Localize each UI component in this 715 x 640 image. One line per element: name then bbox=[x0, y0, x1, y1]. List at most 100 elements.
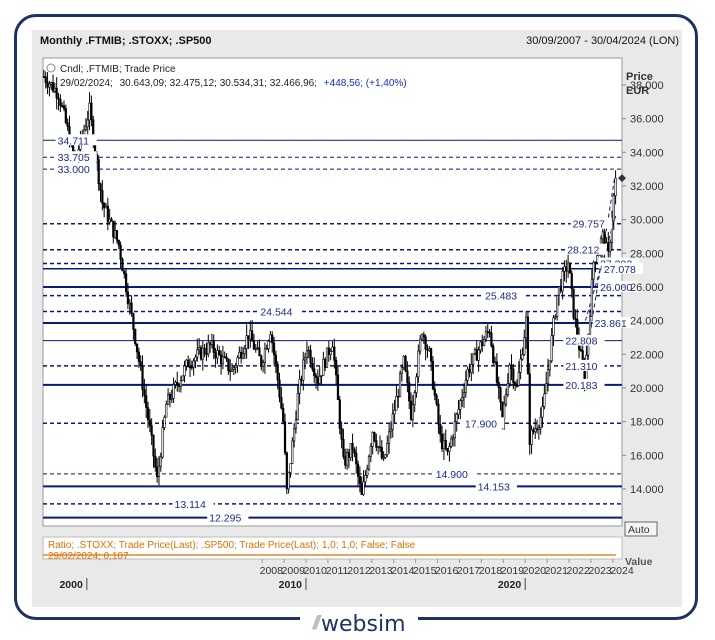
candle bbox=[380, 439, 383, 460]
level-label-bg bbox=[462, 417, 505, 429]
candle bbox=[236, 355, 239, 373]
candle bbox=[373, 431, 376, 443]
candle bbox=[84, 118, 88, 132]
plot-area bbox=[42, 57, 623, 527]
candle bbox=[356, 460, 360, 486]
candle bbox=[293, 423, 296, 448]
candle bbox=[570, 270, 573, 298]
level-label: 20.183 bbox=[565, 380, 597, 392]
x-year-label: 2023 bbox=[588, 565, 612, 577]
level-label: 12.295 bbox=[209, 513, 241, 525]
candle bbox=[572, 288, 575, 321]
candle bbox=[280, 387, 283, 410]
level-label: 28.212 bbox=[567, 245, 599, 257]
candle bbox=[340, 421, 343, 449]
legend-series: Cndl; .FTMIB; Trade Price bbox=[60, 64, 176, 75]
candle bbox=[134, 328, 137, 346]
x-year-label: 2018 bbox=[479, 565, 503, 577]
candle bbox=[119, 241, 122, 269]
x-year-label: 2014 bbox=[391, 565, 415, 577]
ratio-panel bbox=[42, 536, 623, 560]
level-label: 14.153 bbox=[478, 481, 510, 493]
candle bbox=[492, 343, 495, 366]
candle bbox=[345, 448, 349, 470]
candle bbox=[398, 370, 402, 398]
candle bbox=[329, 348, 332, 361]
candle bbox=[590, 269, 593, 318]
level-label-bg bbox=[258, 305, 300, 317]
candle bbox=[121, 257, 124, 272]
level-label-bg bbox=[565, 243, 607, 255]
candle bbox=[444, 429, 447, 451]
candle bbox=[508, 362, 511, 388]
level-label: 33.000 bbox=[58, 164, 90, 176]
candle bbox=[161, 419, 164, 459]
candle bbox=[521, 347, 524, 361]
candle bbox=[574, 309, 577, 328]
level-label-bg bbox=[563, 359, 605, 371]
candle bbox=[355, 446, 358, 474]
candle bbox=[59, 94, 62, 113]
level-label: 34.711 bbox=[58, 135, 89, 147]
candle bbox=[305, 341, 309, 365]
candle bbox=[431, 356, 435, 391]
candle bbox=[367, 454, 371, 471]
legend-date: 29/02/2024; bbox=[60, 78, 113, 89]
candle bbox=[413, 390, 416, 413]
candle bbox=[62, 100, 66, 112]
candle bbox=[265, 344, 268, 351]
level-label-bg bbox=[433, 467, 475, 479]
candle bbox=[517, 361, 520, 387]
candle bbox=[227, 358, 230, 375]
candle bbox=[503, 395, 506, 430]
candle bbox=[146, 401, 150, 429]
candle bbox=[488, 328, 491, 338]
y-tick-label: 38.000 bbox=[630, 80, 664, 92]
level-label-bg bbox=[563, 378, 605, 390]
candle bbox=[243, 344, 246, 360]
x-decade-label: 2010 bbox=[279, 579, 303, 591]
x-year-label: 2009 bbox=[282, 565, 306, 577]
candle bbox=[181, 375, 184, 382]
candle bbox=[112, 220, 115, 244]
candle bbox=[137, 347, 140, 368]
level-label: 24.544 bbox=[260, 306, 292, 318]
candle bbox=[101, 180, 104, 211]
candle bbox=[497, 376, 500, 400]
candle bbox=[614, 170, 617, 205]
candle bbox=[530, 425, 533, 454]
y-tick-label: 28.000 bbox=[630, 248, 664, 260]
candle bbox=[612, 192, 615, 231]
candle bbox=[283, 413, 287, 456]
candle bbox=[482, 336, 486, 347]
candle bbox=[358, 466, 361, 493]
candle bbox=[276, 361, 279, 390]
y-tick-label: 34.000 bbox=[630, 147, 664, 159]
candle bbox=[261, 359, 265, 373]
candle bbox=[397, 388, 400, 408]
candle bbox=[404, 354, 407, 373]
candle bbox=[207, 334, 210, 358]
candle bbox=[470, 353, 473, 382]
candle bbox=[439, 414, 442, 443]
candle bbox=[349, 443, 352, 462]
candle bbox=[484, 325, 488, 343]
level-label: 21.310 bbox=[565, 361, 597, 373]
candle bbox=[406, 361, 409, 393]
candle bbox=[448, 442, 451, 462]
candle bbox=[610, 210, 614, 251]
price-axis-unit: EUR bbox=[626, 85, 649, 97]
candle bbox=[510, 354, 513, 381]
candle bbox=[609, 239, 612, 258]
auto-scale-button[interactable] bbox=[624, 521, 658, 537]
candle bbox=[152, 434, 155, 468]
candle bbox=[225, 353, 228, 362]
candle bbox=[382, 451, 385, 462]
candle bbox=[86, 110, 89, 137]
candle bbox=[294, 410, 298, 434]
candle bbox=[336, 366, 340, 401]
y-tick-label: 26.000 bbox=[630, 282, 664, 294]
level-label-bg bbox=[475, 480, 517, 492]
candle bbox=[150, 418, 153, 446]
candle bbox=[391, 403, 394, 438]
